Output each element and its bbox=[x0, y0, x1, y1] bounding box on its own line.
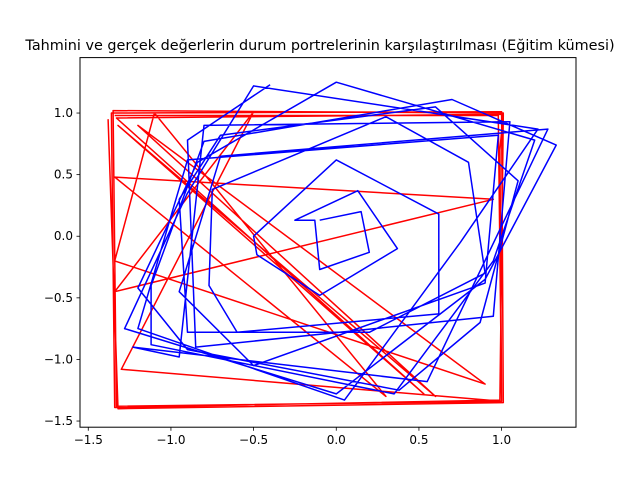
y-axis: −1.5 −1.0 −0.5 0.0 0.5 1.0 bbox=[44, 106, 80, 428]
x-tick-label: 0.5 bbox=[409, 433, 428, 447]
y-tick-label: 1.0 bbox=[54, 106, 73, 120]
y-tick-label: 0.0 bbox=[54, 229, 73, 243]
x-tick-label: −1.0 bbox=[156, 433, 185, 447]
x-tick-label: 0.0 bbox=[327, 433, 346, 447]
y-tick-label: −1.5 bbox=[44, 414, 73, 428]
x-axis: −1.5 −1.0 −0.5 0.0 0.5 1.0 bbox=[74, 427, 511, 447]
axes-frame bbox=[79, 57, 577, 428]
y-tick-label: 0.5 bbox=[54, 168, 73, 182]
x-tick-label: −0.5 bbox=[239, 433, 268, 447]
x-tick-label: −1.5 bbox=[74, 433, 103, 447]
y-tick-label: −0.5 bbox=[44, 291, 73, 305]
y-tick-label: −1.0 bbox=[44, 352, 73, 366]
x-tick-label: 1.0 bbox=[492, 433, 511, 447]
series-line-2 bbox=[123, 81, 557, 401]
series-line-1 bbox=[107, 109, 505, 410]
plot-area bbox=[107, 81, 557, 410]
chart-title: Tahmini ve gerçek değerlerin durum portr… bbox=[24, 38, 614, 54]
